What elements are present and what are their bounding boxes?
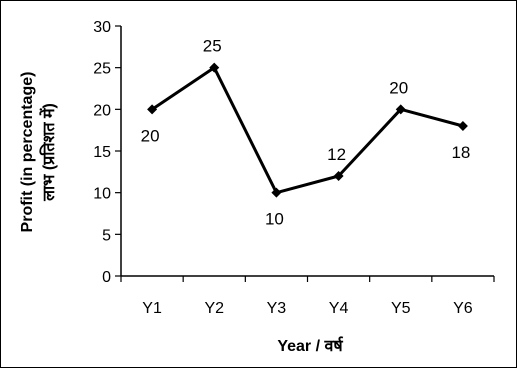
y-ticks: 0 5 10 15 20 25 30 xyxy=(93,19,121,286)
x-tick-label: Y6 xyxy=(453,300,473,317)
data-label: 20 xyxy=(141,126,160,145)
y-tick-label: 15 xyxy=(93,144,111,161)
data-label: 12 xyxy=(327,145,346,164)
y-tick-label: 30 xyxy=(93,19,111,36)
x-tick-label: Y5 xyxy=(391,300,411,317)
x-tick-label: Y4 xyxy=(329,300,349,317)
data-point xyxy=(209,62,220,73)
x-axis-title: Year / वर्ष xyxy=(277,336,343,355)
x-tick-label: Y2 xyxy=(204,300,224,317)
x-tick-label: Y1 xyxy=(142,300,162,317)
data-point xyxy=(395,104,406,115)
data-label: 25 xyxy=(203,37,222,56)
y-tick-label: 25 xyxy=(93,61,111,78)
data-label: 10 xyxy=(265,210,284,229)
data-label: 18 xyxy=(451,143,470,162)
data-labels: 20 25 10 12 20 18 xyxy=(141,37,471,229)
x-tick-label: Y3 xyxy=(267,300,287,317)
y-tick-label: 5 xyxy=(102,227,111,244)
series-line xyxy=(151,66,464,195)
data-point xyxy=(271,187,282,198)
y-axis-title-line2: लाभ (प्रतिशत में) xyxy=(39,103,58,202)
series-markers xyxy=(147,62,468,198)
x-ticks: Y1 Y2 Y3 Y4 Y5 Y6 xyxy=(120,276,495,317)
data-point xyxy=(457,121,468,131)
data-label: 20 xyxy=(389,78,408,97)
data-point xyxy=(333,171,344,181)
y-tick-label: 10 xyxy=(93,186,111,203)
y-tick-label: 0 xyxy=(102,269,111,286)
y-tick-label: 20 xyxy=(93,102,111,119)
y-axis-title-line1: Profit (in percentage) xyxy=(19,72,36,233)
data-point xyxy=(147,104,158,115)
